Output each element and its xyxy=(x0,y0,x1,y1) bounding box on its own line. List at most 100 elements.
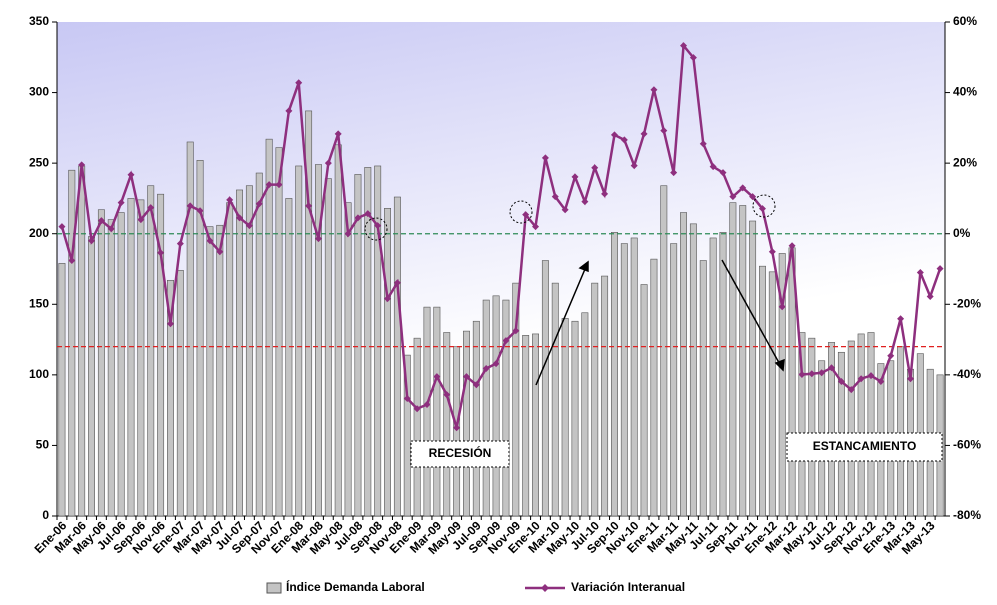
point xyxy=(847,386,855,394)
point xyxy=(788,242,796,250)
bar xyxy=(857,333,865,517)
bar xyxy=(739,205,747,517)
point xyxy=(384,295,392,303)
point xyxy=(926,293,934,301)
bar xyxy=(364,167,372,517)
bar xyxy=(897,346,905,517)
bar xyxy=(147,185,155,517)
point xyxy=(739,184,747,192)
bar xyxy=(729,202,737,517)
bar xyxy=(660,185,668,517)
bar xyxy=(749,220,757,517)
point xyxy=(877,378,885,386)
bar xyxy=(522,335,530,517)
legend-label: Índice Demanda Laboral xyxy=(286,579,425,594)
point xyxy=(709,163,717,171)
y-tick-label: 100 xyxy=(29,367,49,381)
point xyxy=(462,373,470,381)
point xyxy=(97,217,105,225)
bar xyxy=(630,237,638,517)
arrow-head xyxy=(774,358,785,372)
point xyxy=(699,140,707,148)
y2-tick-label: -20% xyxy=(953,296,981,310)
bar xyxy=(354,174,362,517)
point xyxy=(640,130,648,138)
legend-marker xyxy=(541,584,549,592)
point xyxy=(206,237,214,245)
legend-label: Variación Interanual xyxy=(571,580,685,594)
point xyxy=(581,198,589,206)
y2-tick-label: 0% xyxy=(953,226,971,240)
bar xyxy=(532,333,539,517)
point xyxy=(502,337,510,345)
bar xyxy=(117,212,125,517)
y2-tick-label: 20% xyxy=(953,155,977,169)
y2-tick-label: 60% xyxy=(953,14,977,28)
y-tick-label: 0 xyxy=(42,508,49,522)
point xyxy=(216,248,224,256)
bar xyxy=(97,209,105,517)
point xyxy=(196,207,204,215)
point xyxy=(403,394,411,402)
bar xyxy=(157,193,165,517)
bar xyxy=(137,199,145,517)
point xyxy=(857,375,865,383)
bar xyxy=(472,320,480,517)
point xyxy=(127,171,135,179)
point xyxy=(689,54,697,62)
point xyxy=(620,136,628,144)
bar xyxy=(453,346,461,517)
bar xyxy=(403,354,411,517)
bar xyxy=(867,332,875,517)
y-tick-label: 350 xyxy=(29,14,49,28)
point xyxy=(107,225,115,233)
bar xyxy=(334,144,342,517)
bar xyxy=(778,253,786,517)
bar xyxy=(620,243,628,517)
bar xyxy=(670,243,678,517)
bar xyxy=(699,260,707,517)
bar xyxy=(650,258,658,517)
bar xyxy=(275,147,283,517)
bar xyxy=(482,299,490,517)
point xyxy=(324,159,332,167)
bar xyxy=(127,198,135,517)
point xyxy=(423,400,431,408)
point xyxy=(314,235,322,243)
bar xyxy=(58,263,66,517)
point xyxy=(808,370,816,378)
point xyxy=(828,364,836,372)
point xyxy=(660,127,668,135)
bar xyxy=(374,165,382,517)
y-tick-label: 50 xyxy=(36,438,50,452)
point xyxy=(443,391,451,399)
point xyxy=(916,269,924,277)
point xyxy=(453,424,461,432)
bar xyxy=(640,284,648,517)
point xyxy=(541,154,549,162)
highlight-circle xyxy=(364,217,388,241)
bar xyxy=(216,224,224,517)
bar xyxy=(798,332,806,517)
point xyxy=(906,375,914,383)
bar xyxy=(709,237,717,517)
point xyxy=(295,79,303,87)
bar xyxy=(176,270,184,517)
point xyxy=(680,42,688,50)
point xyxy=(186,202,194,210)
bar xyxy=(68,169,76,517)
annotation: RECESIÓN xyxy=(429,445,492,460)
point xyxy=(492,360,500,368)
bar xyxy=(551,282,559,517)
point xyxy=(482,365,490,373)
point xyxy=(887,352,895,360)
annotation-box xyxy=(410,440,510,468)
y-tick-label: 200 xyxy=(29,226,49,240)
bar xyxy=(611,232,618,517)
bar xyxy=(463,330,470,517)
bar xyxy=(265,138,273,517)
bar xyxy=(78,165,86,517)
point xyxy=(354,214,362,222)
point xyxy=(551,193,559,201)
